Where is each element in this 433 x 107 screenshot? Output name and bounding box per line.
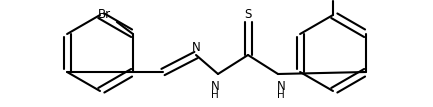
Text: S: S [244,7,252,21]
Text: H: H [211,90,219,100]
Text: N: N [210,80,220,92]
Text: Br: Br [98,7,111,21]
Text: N: N [277,80,285,92]
Text: N: N [192,41,200,54]
Text: H: H [277,90,285,100]
